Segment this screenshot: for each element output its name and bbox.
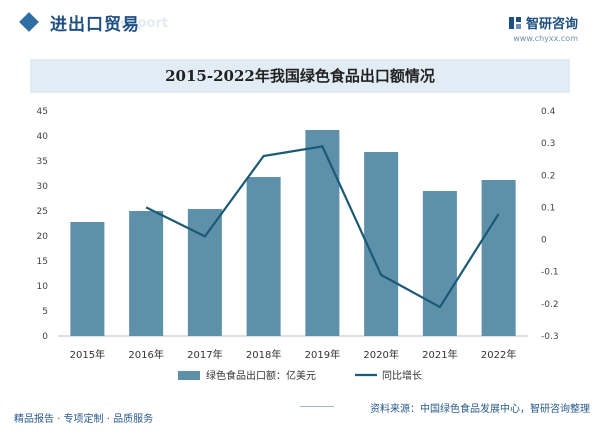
legend-bar-swatch — [178, 371, 200, 380]
right-tick-label: -0.3 — [541, 332, 559, 342]
category-label: 2021年 — [422, 348, 457, 361]
bar-series — [70, 130, 516, 336]
brand-logo-icon — [508, 16, 521, 29]
brand: 智研咨询 www.chyxx.com — [508, 13, 578, 43]
left-tick-label: 45 — [37, 107, 48, 117]
brand-name: 智研咨询 — [525, 17, 578, 32]
growth-line — [145, 145, 500, 309]
legend-line-label: 同比增长 — [382, 369, 422, 382]
footer-slogan: 精品报告 · 专项定制 · 品质服务 — [14, 414, 154, 425]
left-tick-label: 35 — [37, 157, 48, 167]
left-tick-label: 25 — [37, 207, 48, 217]
category-label: 2022年 — [481, 348, 516, 361]
right-tick-label: -0.2 — [541, 300, 559, 310]
bar — [364, 152, 399, 336]
diamond-icon — [19, 12, 39, 32]
left-tick-label: 40 — [37, 132, 49, 142]
legend: 绿色食品出口额：亿美元 同比增长 — [178, 369, 422, 382]
chart-title: 2015-2022年我国绿色食品出口额情况 — [165, 67, 435, 85]
chart-title-band: 2015-2022年我国绿色食品出口额情况 — [30, 59, 570, 93]
right-tick-label: 0.1 — [541, 203, 555, 213]
category-label: 2017年 — [187, 348, 222, 361]
footer-divider — [300, 406, 334, 407]
chart: 0 5 10 15 20 25 30 35 40 45 -0.3 -0.2 -0.1 0 0.1 0.2 0.… — [37, 107, 559, 382]
bar — [422, 191, 457, 336]
section-title: 进出口贸易 — [50, 15, 140, 35]
right-tick-label: 0.3 — [541, 139, 555, 149]
right-axis-ticks: -0.3 -0.2 -0.1 0 0.1 0.2 0.3 0.4 — [541, 107, 559, 342]
category-label: 2019年 — [305, 348, 340, 361]
bar — [481, 180, 516, 336]
right-tick-label: 0 — [541, 236, 547, 246]
legend-bar-label: 绿色食品出口额：亿美元 — [206, 369, 316, 382]
bar — [187, 209, 222, 336]
right-tick-label: 0.4 — [541, 107, 556, 117]
category-label: 2016年 — [128, 348, 163, 361]
category-labels: 2015年 2016年 2017年 2018年 2019年 2020年 2021年 2022年 — [70, 348, 517, 361]
left-tick-label: 0 — [42, 332, 48, 342]
bar — [70, 222, 105, 336]
bar — [305, 130, 340, 336]
bar — [129, 211, 164, 336]
left-tick-label: 20 — [37, 232, 49, 242]
left-tick-label: 30 — [37, 182, 49, 192]
right-tick-label: 0.2 — [541, 171, 555, 181]
bar — [246, 177, 281, 336]
section-ghost-text: export — [120, 16, 169, 31]
category-label: 2018年 — [246, 348, 281, 361]
brand-url: www.chyxx.com — [513, 34, 578, 43]
left-tick-label: 10 — [37, 282, 49, 292]
left-tick-label: 5 — [42, 307, 48, 317]
left-tick-label: 15 — [37, 257, 48, 267]
category-label: 2015年 — [70, 348, 105, 361]
category-label: 2020年 — [363, 348, 398, 361]
right-tick-label: -0.1 — [541, 268, 559, 278]
left-axis-ticks: 0 5 10 15 20 25 30 35 40 45 — [37, 107, 49, 342]
header: export 进出口贸易 智研咨询 www.chyxx.com — [0, 0, 600, 50]
footer-source: 资料来源：中国绿色食品发展中心，智研咨询整理 — [370, 404, 590, 415]
